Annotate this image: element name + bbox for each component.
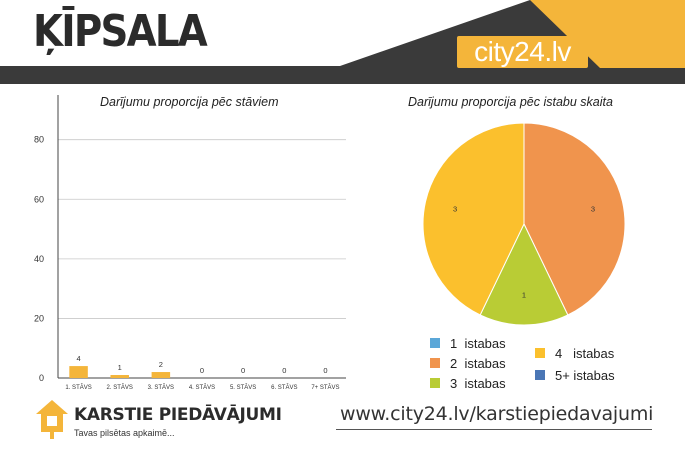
footer-tagline: Tavas pilsētas apkaimē...	[74, 428, 175, 438]
pie-chart-title: Darījumu proporcija pēc istabu skaita	[408, 95, 613, 109]
legend-item: 5+ istabas	[535, 367, 615, 383]
bar	[69, 366, 88, 378]
legend-item: 2 istabas	[430, 355, 506, 371]
legend-item: 4 istabas	[535, 345, 614, 361]
footer-brand: KARSTIE PIEDĀVĀJUMI	[74, 405, 282, 425]
legend-label: 5+ istabas	[555, 367, 615, 383]
y-tick-label: 40	[34, 254, 44, 264]
x-tick-label: 2. STĀVS	[107, 384, 133, 391]
legend-item: 1 istabas	[430, 335, 506, 351]
y-tick-label: 20	[34, 313, 44, 323]
legend-label: 4 istabas	[555, 345, 615, 361]
pie-slice	[479, 222, 569, 326]
bar	[110, 375, 129, 378]
pie-slice-label: 1	[522, 291, 526, 300]
footer-url-underline	[336, 429, 652, 430]
house-logo-icon	[36, 400, 68, 439]
bar-data-label: 0	[282, 366, 286, 375]
pie-slice	[523, 122, 626, 316]
x-tick-label: 5. STĀVS	[230, 384, 256, 391]
legend-label: 3 istabas	[450, 375, 506, 391]
y-tick-label: 60	[34, 194, 44, 204]
legend-swatch	[535, 348, 545, 358]
legend-swatch	[535, 370, 545, 380]
y-tick-label: 80	[34, 135, 44, 145]
bar-chart-title: Darījumu proporcija pēc stāviem	[100, 95, 279, 109]
legend-label: 1 istabas	[450, 335, 506, 351]
x-tick-label: 3. STĀVS	[148, 384, 174, 391]
bar-data-label: 2	[159, 360, 163, 369]
page-title: ĶĪPSALA	[33, 6, 208, 57]
bar-data-label: 0	[200, 366, 204, 375]
pie-slice-label: 3	[591, 204, 595, 213]
brand-badge[interactable]: city24.lv	[457, 36, 588, 68]
bar-data-label: 0	[241, 366, 245, 375]
legend-item: 3 istabas	[430, 375, 506, 391]
x-tick-label: 1. STĀVS	[65, 384, 91, 391]
bar	[151, 372, 171, 378]
bar-data-label: 0	[323, 366, 327, 375]
legend-swatch	[430, 378, 440, 388]
x-tick-label: 4. STĀVS	[189, 384, 215, 391]
bar-data-label: 1	[118, 363, 122, 372]
legend-swatch	[430, 358, 440, 368]
footer-url-link[interactable]: www.city24.lv/karstiepiedavajumi	[340, 403, 654, 425]
x-tick-label: 7+ STĀVS	[311, 384, 339, 391]
x-tick-label: 6. STĀVS	[271, 384, 297, 391]
y-tick-label: 0	[39, 373, 44, 383]
pie-slice-label: 3	[453, 204, 457, 213]
legend-swatch	[430, 338, 440, 348]
legend-label: 2 istabas	[450, 355, 506, 371]
bar-data-label: 4	[76, 354, 80, 363]
pie-slice	[422, 122, 525, 316]
brand-logo: city24.lv	[474, 36, 571, 67]
